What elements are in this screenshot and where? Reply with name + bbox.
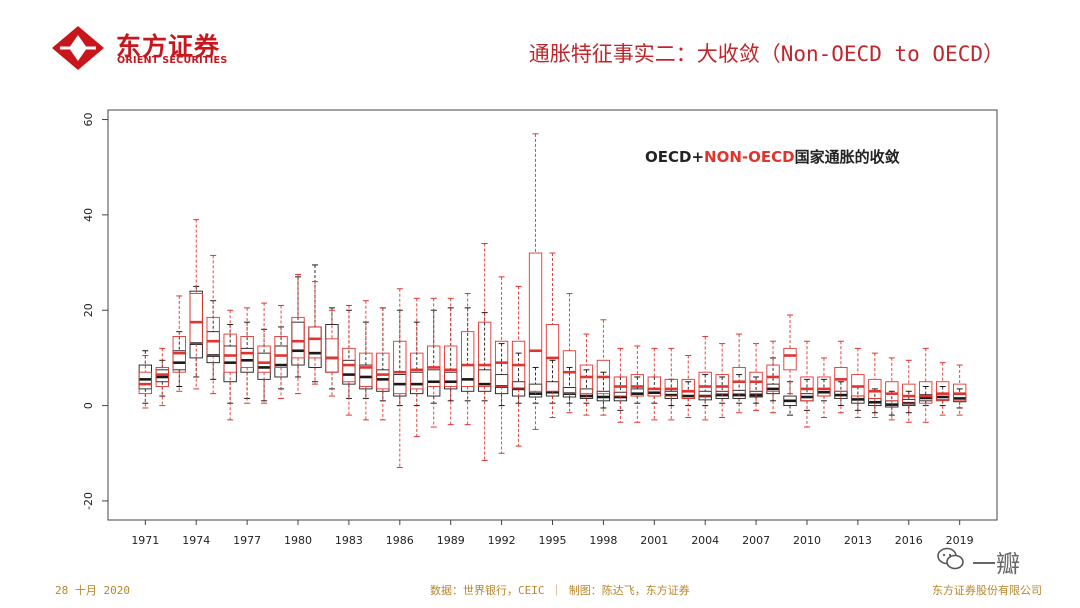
box-iqr [189, 290, 203, 359]
box-iqr [715, 374, 729, 395]
x-tick-label: 1998 [589, 534, 617, 547]
box-iqr [308, 326, 322, 359]
x-tick-label: 2004 [691, 534, 719, 547]
x-tick-label: 1992 [488, 534, 516, 547]
box-iqr [783, 347, 797, 371]
box-iqr [919, 381, 933, 404]
company-logo: 东方证券 ORIENT SECURITIES [52, 26, 252, 70]
box-iqr [902, 383, 916, 404]
chart-title-part-1: OECD+ [645, 148, 704, 166]
logo-name-cn: 东方证券 [116, 32, 221, 61]
box-iqr [444, 345, 458, 387]
footer-company: 东方证券股份有限公司 [932, 584, 1042, 597]
x-tick-label: 1980 [284, 534, 312, 547]
y-tick-label: -20 [82, 492, 95, 510]
box-iqr [376, 352, 390, 390]
x-tick-label: 2001 [640, 534, 668, 547]
x-tick-label: 1989 [437, 534, 465, 547]
chart-title-part-3: 国家通胀的收敛 [795, 148, 900, 166]
box-iqr [308, 326, 322, 368]
box-iqr [189, 293, 203, 345]
box-iqr [528, 252, 543, 392]
box-iqr [461, 331, 475, 387]
y-tick-label: 0 [82, 402, 95, 409]
footer-source: 数据：世界银行，CEIC ｜ 制图：陈达飞，东方证券 [430, 584, 690, 597]
box-iqr [698, 371, 712, 397]
box-iqr [494, 374, 509, 395]
box-iqr [155, 366, 169, 387]
x-tick-label: 1986 [386, 534, 414, 547]
x-tick-label: 2010 [793, 534, 821, 547]
x-tick-label: 1983 [335, 534, 363, 547]
y-tick-label: 40 [82, 208, 95, 222]
x-tick-label: 2013 [844, 534, 872, 547]
box-iqr [477, 321, 492, 387]
box-iqr [579, 364, 594, 395]
x-tick-label: 2007 [742, 534, 770, 547]
watermark-text: 一瓣 [972, 550, 1020, 578]
box-iqr [393, 340, 407, 395]
box-iqr [359, 352, 373, 387]
x-tick-label: 1971 [131, 534, 159, 547]
box-iqr [817, 376, 831, 397]
box-iqr [868, 378, 882, 399]
watermark: 一瓣 [936, 540, 1046, 580]
box-iqr [206, 316, 220, 356]
x-tick-label: 2019 [946, 534, 974, 547]
box-iqr [274, 336, 288, 368]
chart-title-part-2: NON-OECD [704, 148, 795, 166]
slide-title: 通胀特征事实二：大收敛（Non-OECD to OECD） [528, 42, 1004, 66]
x-tick-label: 1995 [539, 534, 567, 547]
chart-title: OECD+NON-OECD国家通胀的收敛 [645, 148, 900, 166]
box-iqr [291, 316, 305, 359]
box-iqr [528, 383, 543, 398]
logo-name-en: ORIENT SECURITIES [117, 55, 228, 66]
x-tick-label: 1977 [233, 534, 261, 547]
box-iqr [325, 338, 339, 373]
x-tick-label: 1974 [182, 534, 210, 547]
logo-mark-icon [52, 26, 104, 70]
chat-bubble-icon [937, 547, 964, 570]
box-iqr [274, 345, 288, 378]
footer-date: 28 十月 2020 [55, 584, 130, 597]
x-tick-label: 2016 [895, 534, 923, 547]
y-tick-label: 60 [82, 113, 95, 127]
box-iqr [257, 345, 271, 373]
box-iqr [936, 381, 950, 402]
box-iqr [885, 381, 899, 402]
box-iqr [647, 376, 661, 397]
y-tick-label: 20 [82, 303, 95, 317]
box-iqr [681, 378, 695, 399]
box-iqr [223, 333, 237, 373]
